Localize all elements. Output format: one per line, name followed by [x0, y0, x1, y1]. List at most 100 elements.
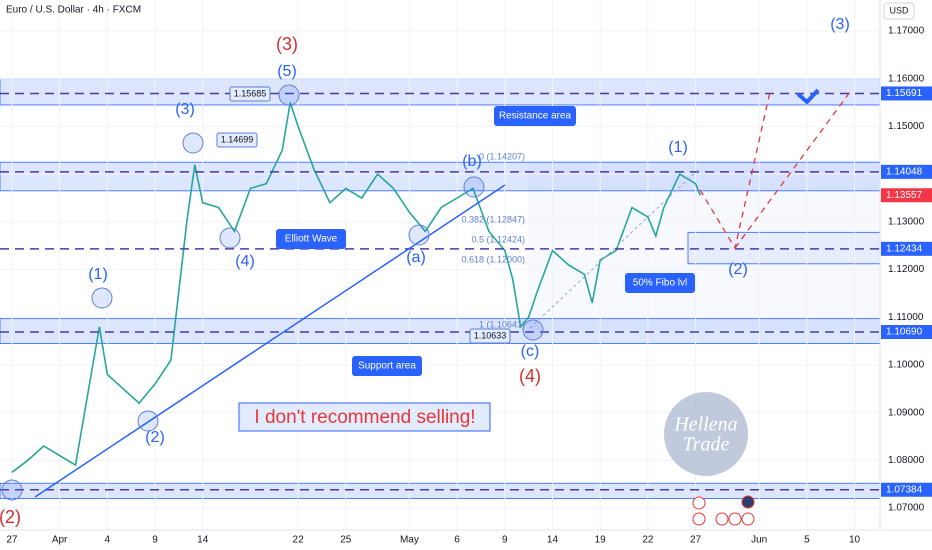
wave-label: (4): [235, 253, 255, 270]
fib-label: 0 (1.14207): [479, 151, 525, 161]
note: I don't recommend selling!: [254, 407, 475, 428]
callout-text: 50% Fibo lvl: [633, 278, 687, 289]
wave-label: (b): [462, 153, 482, 170]
pivot: [463, 176, 485, 198]
watermark-text: Hellena: [673, 414, 737, 436]
x-tick-label: 19: [595, 535, 607, 546]
callout: [625, 273, 695, 293]
x-tick-label: 14: [197, 535, 209, 546]
callout-text: Support area: [358, 361, 416, 372]
y-tick-label: 1.12000: [888, 264, 925, 275]
wave-label: (c): [521, 343, 540, 360]
wave-label: (1): [88, 266, 108, 283]
y-tick-label: 1.13000: [888, 216, 925, 227]
level-label: 1.07384: [886, 484, 923, 495]
axes: 1.170001.160001.150001.140001.130001.120…: [6, 26, 932, 546]
pivot: [91, 287, 113, 309]
x-tick-label: 25: [340, 535, 352, 546]
event-icon[interactable]: [715, 512, 729, 526]
level-label: 1.12434: [886, 243, 923, 254]
level-tag: [881, 325, 932, 340]
event-icon[interactable]: [728, 512, 742, 526]
y-tick-label: 1.15000: [888, 121, 925, 132]
event-icon[interactable]: [692, 512, 706, 526]
currency-button[interactable]: [883, 2, 915, 20]
zone: [0, 78, 881, 106]
watermark: [664, 392, 748, 476]
y-tick-label: 1.16000: [888, 73, 925, 84]
note-box: [238, 402, 491, 432]
x-tick-label: 14: [547, 535, 559, 546]
x-tick-label: 6: [454, 535, 460, 546]
wave-label: (2): [728, 261, 748, 278]
y-tick-label: 1.10000: [888, 360, 925, 371]
y-tick-label: 1.17000: [888, 26, 925, 37]
x-tick-label: 22: [293, 535, 305, 546]
x-tick-label: 9: [502, 535, 508, 546]
price-tag-text: 1.15685: [234, 88, 267, 98]
price-tag: [469, 328, 511, 344]
level-label: 1.14048: [886, 166, 923, 177]
x-tick-label: 10: [849, 535, 861, 546]
background: [0, 0, 881, 530]
y-tick-label: 1.09000: [888, 407, 925, 418]
x-tick-label: 4: [105, 535, 111, 546]
x-tick-label: 5: [804, 535, 810, 546]
callout: [494, 106, 576, 126]
callout: [352, 356, 422, 376]
fib-area: [528, 160, 880, 330]
price-tag-text: 1.14699: [221, 134, 254, 144]
currency: USD: [889, 5, 909, 15]
pivot: [522, 319, 544, 341]
wave-label: (2): [145, 429, 165, 446]
callout-text: Resistance area: [499, 111, 572, 122]
y-tick-label: 1.07000: [888, 503, 925, 514]
price-tag: [216, 132, 258, 148]
wave-label: (4): [519, 366, 541, 386]
fibo-zone: [687, 231, 881, 265]
callout-text: Elliott Wave: [285, 234, 338, 245]
event-icon[interactable]: [692, 496, 706, 510]
trendline: [34, 184, 506, 498]
event-icon[interactable]: [741, 495, 755, 509]
price-line: [11, 102, 702, 473]
pivot: [182, 132, 204, 154]
pivot: [219, 227, 241, 249]
wave-label: (a): [406, 249, 426, 266]
price-tag: [229, 86, 271, 102]
wave-label: (1): [668, 139, 688, 156]
level-tag: [881, 241, 932, 256]
event-icon[interactable]: [741, 512, 755, 526]
level-tag: [881, 164, 932, 179]
zone: [0, 318, 881, 344]
level-tag: [881, 482, 932, 497]
level-tag: [881, 86, 932, 101]
x-tick-label: 27: [6, 535, 18, 546]
level-label: 1.13557: [886, 190, 923, 201]
pivot: [408, 224, 430, 246]
dotted-line: [529, 167, 701, 329]
pivot: [1, 479, 23, 501]
pivot: [137, 410, 159, 432]
callout: [276, 229, 346, 249]
wave-label: (5): [277, 63, 297, 80]
wave-label: (3): [175, 101, 195, 118]
x-tick-label: 9: [152, 535, 158, 546]
level-label: 1.10690: [886, 327, 923, 338]
wave-label: (2): [0, 507, 21, 527]
plot: [0, 92, 880, 491]
fib-label: 0.618 (1.12000): [461, 254, 525, 264]
y-tick-label: 1.11000: [888, 312, 924, 323]
checkmark: [796, 88, 820, 105]
annotations: 1.15685 1.14699 1.10633 0 (1.14207) 0.38…: [0, 16, 851, 527]
fib-label: 1 (1.10641): [479, 319, 525, 329]
wave-label: (3): [276, 34, 298, 54]
x-tick-label: Jun: [751, 535, 767, 546]
pivot: [278, 84, 300, 106]
watermark-text: Trade: [683, 434, 730, 456]
x-tick-label: May: [400, 535, 419, 546]
fib-label: 0.5 (1.12424): [471, 234, 525, 244]
wave-label: (3): [830, 16, 850, 33]
